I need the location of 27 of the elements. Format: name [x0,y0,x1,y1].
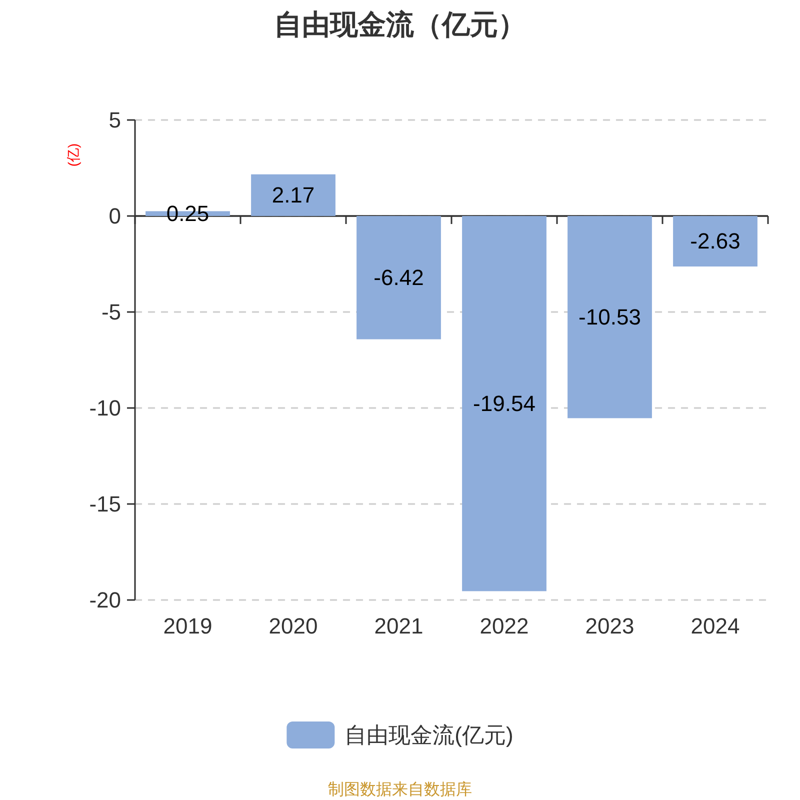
data-label: -10.53 [578,304,641,330]
data-label: -2.63 [690,228,740,254]
chart-title: 自由现金流（亿元） [274,9,526,40]
bar [251,174,336,216]
y-axis-title: (亿) [65,143,81,167]
y-tick-label: -5 [101,300,121,324]
bar [568,216,652,418]
x-tick-label: 2024 [690,614,740,638]
x-tick-label: 2019 [163,614,212,638]
y-tick-label: -15 [89,492,121,516]
data-label: -19.54 [473,391,536,416]
data-label: -6.42 [374,265,424,290]
text: 制图数据来自数据库 [328,780,472,798]
x-tick-label: 2020 [268,614,318,638]
y-tick-label: 5 [108,108,121,132]
bar [462,216,546,592]
y-tick-label: 0 [108,204,121,228]
y-tick-label: -10 [89,396,121,420]
legend: 自由现金流(亿元) [286,722,514,748]
y-tick-label: -20 [89,588,121,612]
bar [356,216,441,340]
bar [673,216,758,266]
legend-label: 自由现金流(亿元) [344,722,514,748]
x-tick-label: 2022 [480,614,529,638]
x-tick-label: 2021 [374,614,424,638]
data-label: 2.17 [272,182,315,208]
x-tick-label: 2023 [585,614,634,638]
